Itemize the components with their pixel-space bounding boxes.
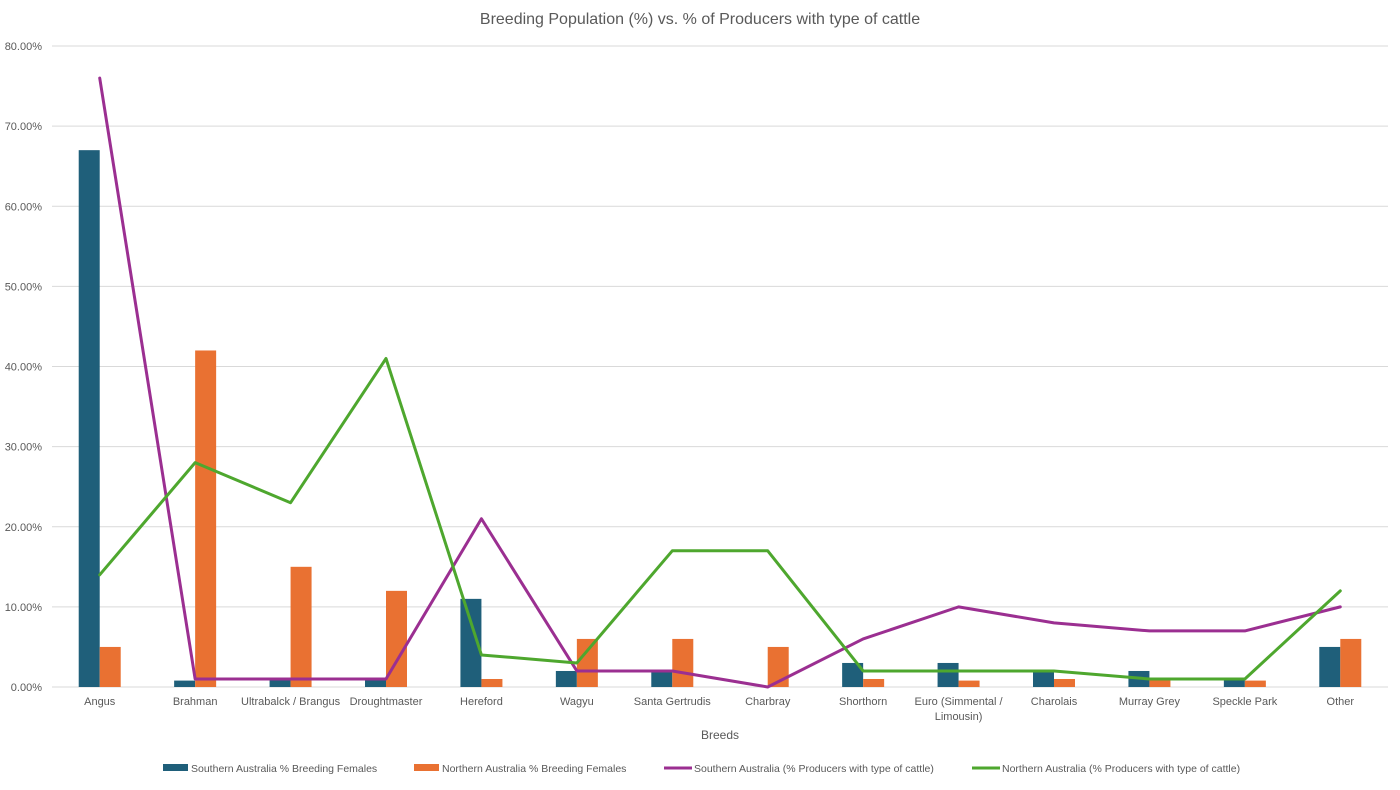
- x-tick-label: Shorthorn: [839, 696, 887, 708]
- legend-item: Northern Australia % Breeding Females: [414, 763, 626, 775]
- y-tick-label: 20.00%: [5, 522, 43, 534]
- bar: [1319, 646, 1341, 687]
- legend-label: Southern Australia % Breeding Females: [191, 763, 377, 775]
- x-tick-label: Murray Grey: [1119, 696, 1181, 708]
- bar: [1054, 678, 1075, 687]
- x-tick-label: Charolais: [1031, 696, 1078, 708]
- chart-title: Breeding Population (%) vs. % of Produce…: [480, 11, 920, 28]
- x-tick-label: Other: [1327, 696, 1355, 708]
- bar: [269, 678, 291, 687]
- bar: [365, 678, 386, 687]
- bar: [195, 350, 217, 687]
- legend-label: Northern Australia (% Producers with typ…: [1002, 763, 1240, 775]
- y-tick-label: 80.00%: [5, 41, 43, 53]
- bar: [290, 566, 312, 687]
- y-tick-label: 0.00%: [11, 682, 42, 694]
- bar: [1340, 638, 1362, 687]
- bar: [386, 590, 407, 687]
- x-tick-label: Ultrabalck / Brangus: [241, 696, 341, 708]
- x-tick-label: Santa Gertrudis: [634, 696, 712, 708]
- x-tick-label: Hereford: [460, 696, 503, 708]
- bar: [842, 662, 864, 687]
- bar: [672, 638, 694, 687]
- y-tick-label: 70.00%: [5, 121, 43, 133]
- bar: [460, 598, 482, 687]
- bar: [937, 662, 959, 687]
- line-series-2: [98, 356, 1342, 681]
- legend-swatch: [414, 764, 439, 771]
- x-tick-label: Brahman: [173, 696, 218, 708]
- bar: [958, 680, 980, 687]
- bar-series-2: [99, 350, 1362, 687]
- y-tick-label: 30.00%: [5, 442, 43, 454]
- bar: [1149, 678, 1171, 687]
- bar: [99, 646, 121, 687]
- bar: [1223, 678, 1245, 687]
- y-tick-label: 50.00%: [5, 281, 43, 293]
- legend-item: Southern Australia % Breeding Females: [163, 763, 377, 775]
- y-tick-label: 10.00%: [5, 602, 43, 614]
- y-axis-ticks: 0.00% 10.00% 20.00% 30.00% 40.00% 50.00% 60.00…: [5, 41, 43, 694]
- legend: Southern Australia % Breeding Females Nor…: [163, 763, 1240, 775]
- gridlines: [52, 45, 1388, 688]
- x-tick-label: Angus: [84, 696, 116, 708]
- x-axis-ticks: Angus Brahman Ultrabalck / Brangus Droughtm…: [84, 696, 1354, 723]
- bar: [576, 638, 598, 687]
- x-tick-label: Wagyu: [560, 696, 594, 708]
- bar: [863, 678, 885, 687]
- x-axis-title: Breeds: [701, 728, 739, 742]
- bar: [1033, 670, 1054, 687]
- legend-label: Southern Australia (% Producers with typ…: [694, 763, 934, 775]
- legend-swatch: [163, 764, 188, 771]
- x-tick-label: Charbray: [745, 696, 791, 708]
- y-tick-label: 40.00%: [5, 362, 43, 374]
- bar: [767, 646, 789, 687]
- bar: [651, 670, 673, 687]
- legend-item: Northern Australia (% Producers with typ…: [972, 763, 1240, 775]
- bar: [1244, 680, 1266, 687]
- bar: [481, 678, 503, 687]
- line-series-group: [98, 76, 1342, 689]
- legend-label: Northern Australia % Breeding Females: [442, 763, 626, 775]
- bar: [78, 150, 100, 688]
- legend-item: Southern Australia (% Producers with typ…: [664, 763, 934, 775]
- x-tick-label: Speckle Park: [1212, 696, 1277, 708]
- x-tick-label: Droughtmaster: [350, 696, 423, 708]
- y-tick-label: 60.00%: [5, 201, 43, 213]
- x-tick-label: Euro (Simmental / Limousin): [915, 696, 1004, 723]
- line-series-1: [98, 76, 1342, 689]
- bar: [555, 670, 577, 687]
- bar: [174, 680, 196, 687]
